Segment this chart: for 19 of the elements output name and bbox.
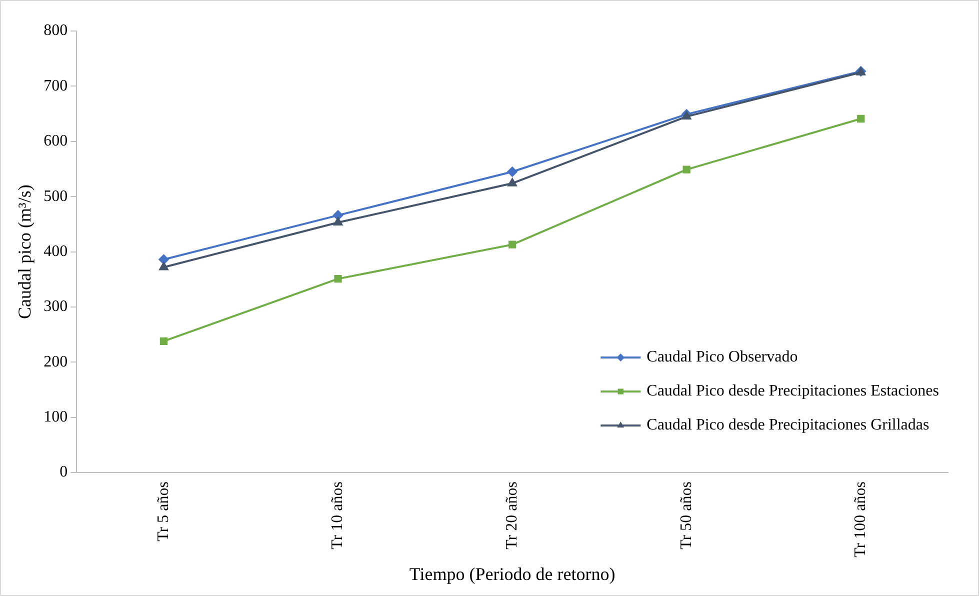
y-axis-title: Caudal pico (m³/s): [14, 184, 35, 319]
y-tick-label: 600: [44, 132, 68, 150]
x-axis-title: Tiempo (Periodo de retorno): [409, 564, 616, 584]
x-tick-label: Tr 100 años: [852, 482, 870, 558]
x-tick-label: Tr 5 años: [154, 482, 172, 542]
y-tick-label: 200: [44, 353, 68, 370]
y-tick-label: 800: [44, 22, 68, 40]
x-tick-label: Tr 20 años: [504, 482, 521, 550]
y-tick-label: 300: [44, 298, 68, 316]
y-tick-label: 0: [60, 464, 68, 481]
y-tick-label: 400: [44, 242, 68, 260]
x-tick-label: Tr 10 años: [329, 482, 346, 550]
x-tick-label: Tr 50 años: [678, 482, 695, 550]
y-tick-label: 100: [44, 408, 68, 426]
legend-label: Caudal Pico desde Precipitaciones Estaciones: [646, 382, 939, 400]
legend-label: Caudal Pico Observado: [646, 348, 798, 366]
legend-label: Caudal Pico desde Precipitaciones Grilladas: [646, 416, 930, 434]
y-tick-label: 700: [44, 77, 68, 94]
y-tick-label: 500: [44, 188, 68, 205]
